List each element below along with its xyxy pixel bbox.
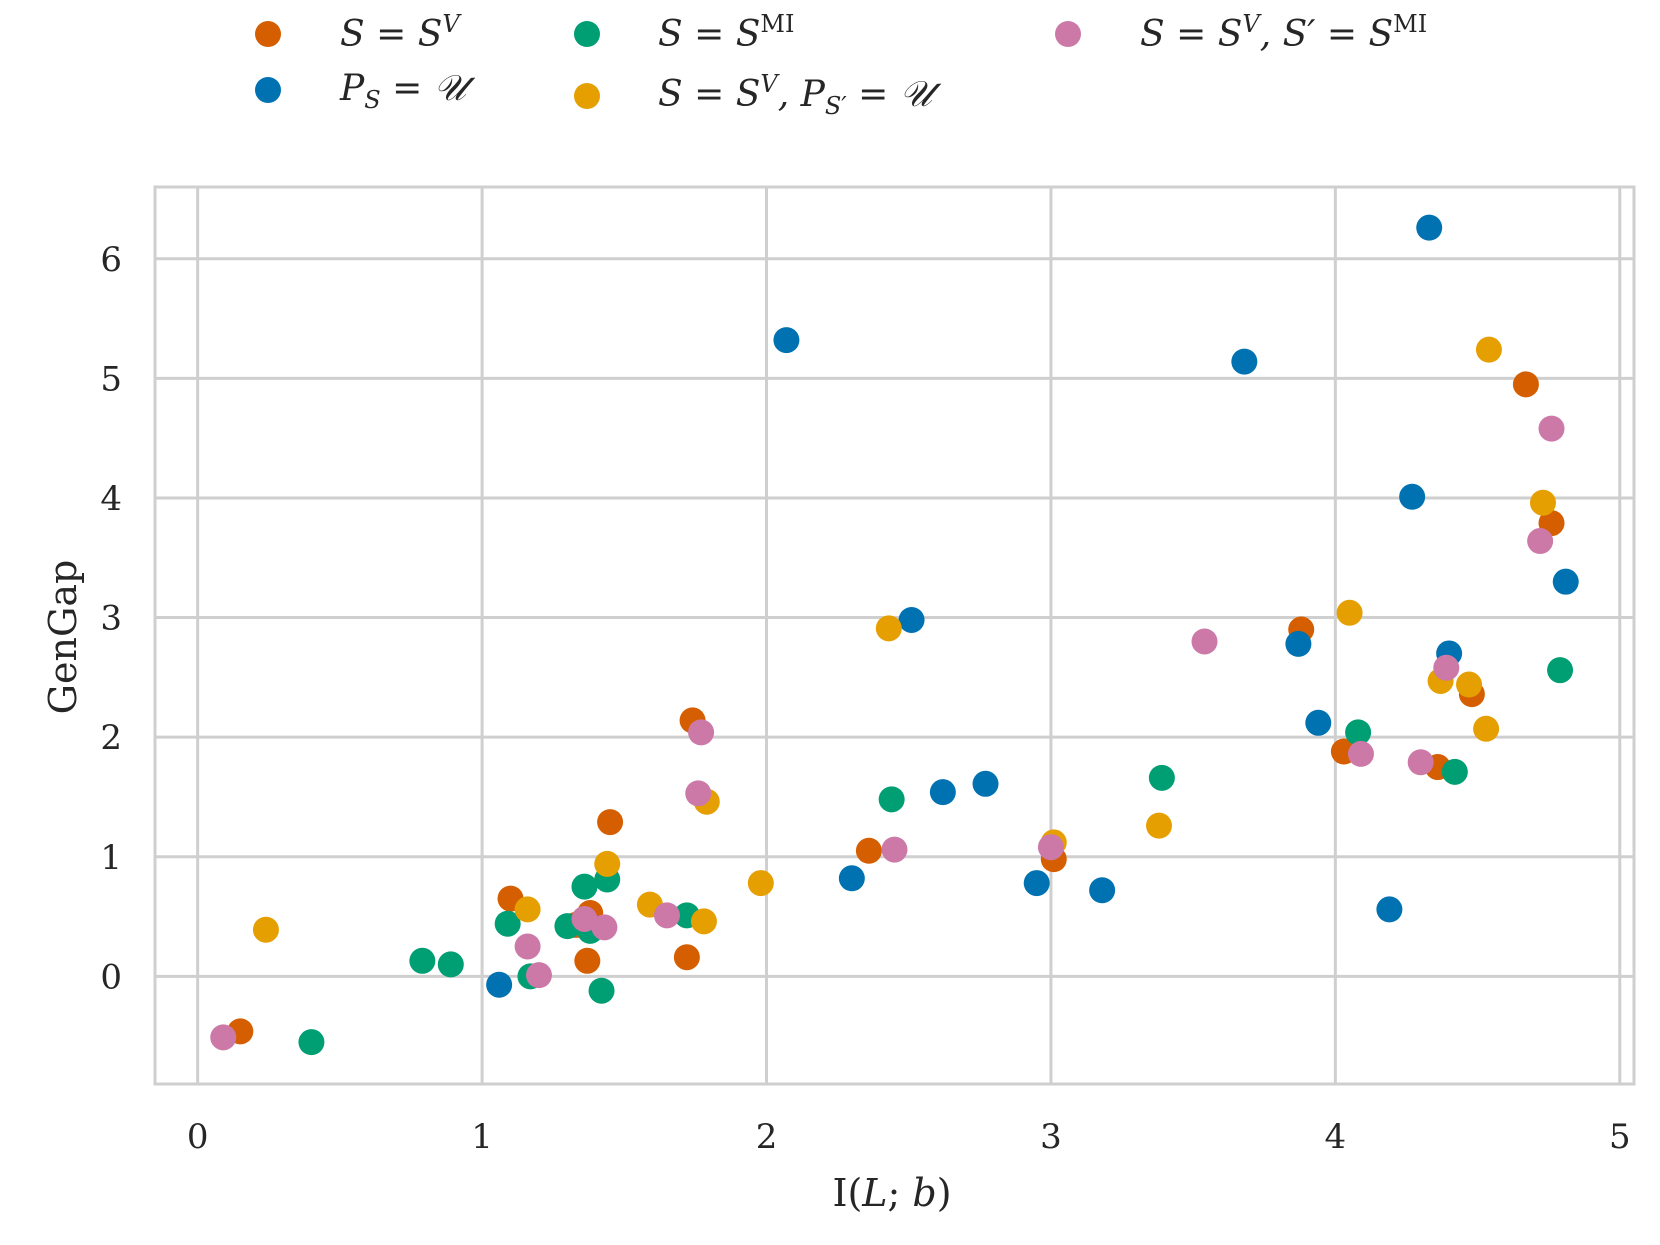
legend-marker-s-sv [255,21,281,47]
x-tick-label: 4 [1325,1117,1347,1157]
legend-label-s-sv-sprime-smi: S = SV, S′ = SMI [1140,10,1427,55]
data-point-series-1 [1416,214,1443,241]
y-tick-label: 2 [100,718,122,758]
legend-label-s-sv-psprime-u: S = SV, PS′ = 𝒰 [658,70,942,120]
y-tick-label: 3 [100,599,122,639]
data-point-series-4 [1347,740,1374,767]
data-point-series-1 [1552,568,1579,595]
data-point-series-4 [571,905,598,932]
data-point-series-4 [514,933,541,960]
data-point-series-4 [210,1024,237,1051]
y-tick-label: 0 [100,957,122,997]
data-point-series-2 [1547,657,1574,684]
data-point-series-4 [685,780,712,807]
data-point-series-3 [594,850,621,877]
data-point-series-1 [1376,896,1403,923]
legend-marker-ps-u [255,77,281,103]
data-point-series-4 [688,719,715,746]
data-point-series-2 [437,951,464,978]
data-point-series-4 [525,962,552,989]
data-point-series-1 [838,865,865,892]
data-point-series-1 [1231,348,1258,375]
data-point-series-2 [1345,719,1372,746]
legend-label-ps-u: PS = 𝒰 [339,68,476,114]
data-point-series-4 [1527,528,1554,555]
data-point-series-1 [1285,630,1312,657]
data-point-series-0 [673,944,700,971]
data-point-series-3 [1475,336,1502,363]
data-point-series-1 [486,971,513,998]
data-point-series-0 [1512,371,1539,398]
data-point-series-4 [881,836,908,863]
data-point-series-3 [690,908,717,935]
data-point-series-3 [1336,599,1363,626]
x-axis-title: I(L; b) [832,1171,951,1215]
data-point-series-3 [252,916,279,943]
data-point-series-2 [494,910,521,937]
y-tick-label: 1 [100,838,122,878]
data-point-series-2 [1148,764,1175,791]
legend: S = SV PS = 𝒰 S = SMI S = SV, PS′ = 𝒰 S … [255,10,1427,120]
data-point-series-3 [1473,715,1500,742]
data-point-series-3 [1456,671,1483,698]
data-point-series-4 [591,914,618,941]
data-point-series-4 [653,902,680,929]
data-point-series-1 [1305,709,1332,736]
legend-marker-s-sv-sprime-smi [1055,21,1081,47]
data-point-series-0 [855,837,882,864]
data-point-series-3 [514,896,541,923]
y-tick-label: 6 [100,240,122,280]
x-tick-label: 5 [1609,1117,1631,1157]
x-tick-label: 1 [471,1117,493,1157]
data-point-series-4 [1037,834,1064,861]
data-point-series-2 [571,873,598,900]
legend-label-s-sv: S = SV [340,10,462,55]
data-point-series-1 [1089,877,1116,904]
data-point-series-1 [1023,870,1050,897]
data-point-series-1 [898,606,925,633]
x-tick-label: 2 [756,1117,778,1157]
data-point-series-2 [298,1029,325,1056]
data-point-series-4 [1191,628,1218,655]
data-point-series-3 [1529,489,1556,516]
y-axis-title: GenGap [41,560,85,715]
data-point-series-1 [1399,483,1426,510]
data-point-series-1 [972,770,999,797]
data-point-series-2 [588,977,615,1004]
data-point-series-0 [597,809,624,836]
grid [155,187,1634,1084]
legend-marker-s-sv-psprime-u [574,83,600,109]
plot-frame [153,185,1636,1086]
data-point-series-3 [747,870,774,897]
y-tick-label: 5 [100,359,122,399]
x-tick-label: 3 [1040,1117,1062,1157]
data-point-series-4 [1407,749,1434,776]
data-point-series-0 [574,947,601,974]
legend-label-s-smi: S = SMI [658,10,794,55]
data-point-series-3 [1146,812,1173,839]
data-point-series-4 [1538,415,1565,442]
y-tick-label: 4 [100,479,122,519]
data-point-series-1 [773,327,800,354]
x-tick-label: 0 [187,1117,209,1157]
legend-marker-s-smi [574,21,600,47]
tick-labels: 0 1 2 3 4 5 0 1 2 3 4 5 6 [100,240,1630,1157]
data-point-series-2 [1441,758,1468,785]
data-point-series-2 [409,947,436,974]
data-point-series-4 [1433,654,1460,681]
data-point-series-1 [929,779,956,806]
data-points [210,214,1579,1056]
data-point-series-3 [875,615,902,642]
data-point-series-2 [878,786,905,813]
